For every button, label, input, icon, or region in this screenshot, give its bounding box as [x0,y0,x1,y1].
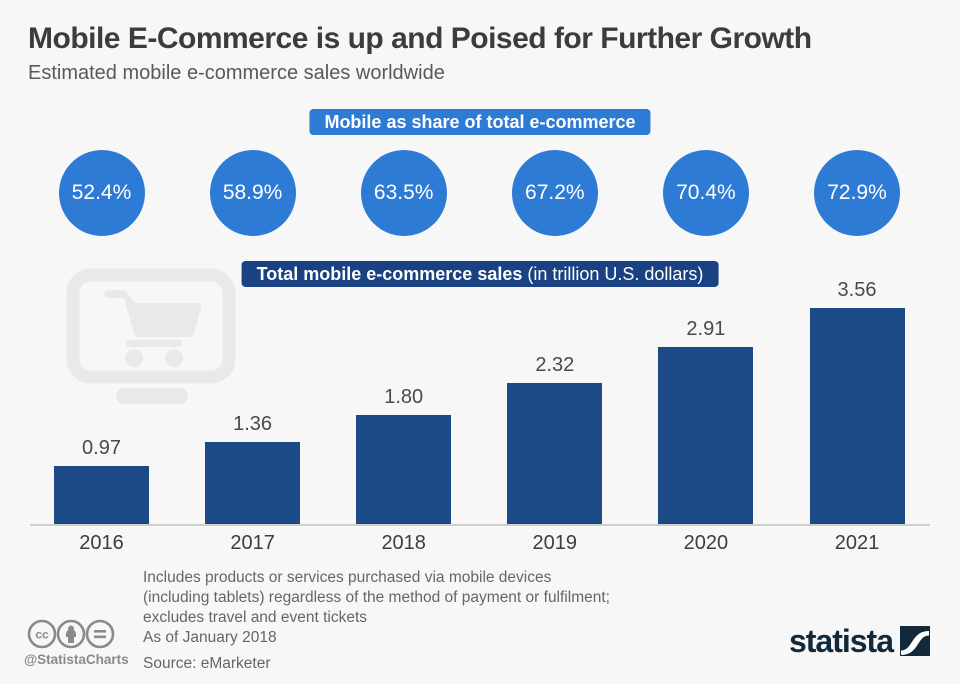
sales-bar [809,308,905,525]
page-subtitle: Estimated mobile e-commerce sales worldw… [28,62,445,84]
year-label: 2016 [79,532,124,554]
bar-value-label: 1.80 [384,386,424,408]
sales-bar [658,347,754,525]
share-circle: 58.9% [209,150,296,236]
sales-bar [54,466,149,525]
year-label: 2017 [230,532,275,554]
svg-text:cc: cc [35,628,49,642]
year-label: 2018 [381,532,426,554]
bar-value-label: 2.91 [686,318,726,340]
x-axis-line [30,524,930,526]
year-label: 2021 [834,532,880,554]
sales-badge-label-bold: Total mobile e-commerce sales [256,264,523,284]
share-badge-label: Mobile as share of total e-commerce [324,112,636,132]
sales-badge: Total mobile e-commerce sales (in trilli… [241,261,719,287]
share-circle: 70.4% [662,150,749,236]
sales-badge-label-regular: (in trillion U.S. dollars) [522,264,704,284]
cc-license-icons[interactable]: cc [26,618,130,650]
share-circle: 72.9% [814,150,900,236]
cc-icon [27,619,57,649]
sales-bar [205,442,301,525]
footnote-line: excludes travel and event tickets [143,609,368,626]
sales-bar [356,415,452,525]
attribution-person-icon [56,619,86,649]
year-label: 2019 [532,532,578,554]
bar-value-label: 3.56 [837,279,877,301]
footnote-line: As of January 2018 [143,629,277,646]
footnote-line: Includes products or services purchased … [143,569,552,586]
share-circle: 63.5% [360,150,447,236]
bar-value-label: 0.97 [82,437,121,459]
bar-value-label: 1.36 [233,413,273,435]
footnote-lines: Includes products or services purchased … [143,568,610,648]
share-circle: 67.2% [511,150,598,236]
year-label: 2020 [683,532,729,554]
source-label: Source: eMarketer [143,655,271,672]
footnote-block: Includes products or services purchased … [143,568,610,674]
no-derivatives-icon [85,619,115,649]
share-circle: 52.4% [58,150,145,236]
bar-value-label: 2.32 [535,354,575,376]
page-title: Mobile E-Commerce is up and Poised for F… [28,22,812,55]
sales-bar [507,383,603,525]
shopping-cart-monitor-icon [66,268,236,404]
statista-s-curve-icon [900,626,930,656]
credit-handle[interactable]: @StatistaCharts [24,652,129,667]
statista-logo-text: statista [788,623,894,659]
share-badge: Mobile as share of total e-commerce [309,109,651,135]
footnote-line: (including tablets) regardless of the me… [143,589,610,606]
statista-logo[interactable]: statista [788,623,930,659]
